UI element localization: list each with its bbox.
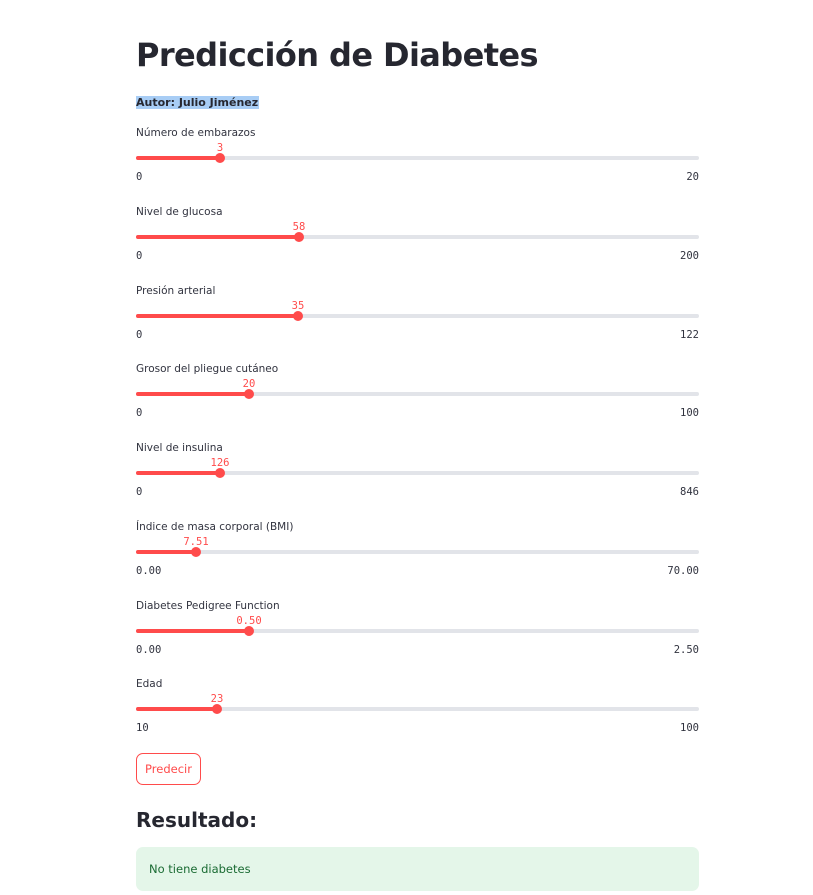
slider-label: Presión arterial — [136, 284, 216, 297]
page-title: Predicción de Diabetes — [136, 36, 539, 74]
slider-0[interactable]: Número de embarazos 3 0 20 — [136, 126, 699, 186]
slider-min: 0 — [136, 328, 143, 341]
result-heading: Resultado: — [136, 808, 258, 832]
author-text: Autor: Julio Jiménez — [136, 96, 260, 109]
slider-max: 100 — [680, 407, 699, 420]
slider-min: 0.00 — [136, 564, 162, 577]
slider-3[interactable]: Grosor del pliegue cutáneo 20 0 100 — [136, 362, 699, 422]
slider-thumb[interactable] — [191, 546, 201, 557]
slider-value: 0.50 — [236, 614, 262, 627]
author-line: Autor: Julio Jiménez — [136, 94, 260, 111]
slider-fill — [136, 471, 220, 475]
slider-max: 200 — [680, 249, 699, 262]
slider-5[interactable]: Índice de masa corporal (BMI) 7.51 0.00 70.… — [136, 520, 699, 580]
slider-value: 35 — [291, 299, 305, 312]
slider-value: 23 — [210, 693, 224, 706]
slider-label: Nivel de glucosa — [136, 205, 223, 218]
slider-max: 122 — [680, 328, 699, 341]
slider-value: 20 — [242, 378, 256, 391]
slider-label: Diabetes Pedigree Function — [136, 599, 280, 612]
slider-label: Grosor del pliegue cutáneo — [136, 363, 279, 376]
slider-fill — [136, 234, 299, 239]
slider-value: 7.51 — [183, 535, 209, 548]
slider-value: 58 — [292, 220, 306, 233]
slider-label: Número de embarazos — [136, 127, 256, 139]
slider-label: Edad — [136, 678, 163, 691]
predict-button[interactable]: Predecir — [136, 753, 201, 785]
slider-track[interactable] — [136, 628, 699, 633]
slider-max: 2.50 — [673, 643, 699, 656]
slider-track[interactable] — [136, 549, 699, 554]
slider-track[interactable] — [136, 156, 699, 160]
slider-fill — [136, 156, 220, 160]
slider-fill — [136, 313, 298, 318]
slider-min: 0 — [136, 486, 143, 498]
slider-max: 20 — [686, 171, 699, 183]
result-text: No tiene diabetes — [149, 862, 251, 876]
slider-thumb[interactable] — [293, 310, 303, 321]
slider-track[interactable] — [136, 234, 699, 239]
slider-track[interactable] — [136, 471, 699, 475]
slider-thumb[interactable] — [212, 704, 222, 715]
slider-label: Índice de masa corporal (BMI) — [136, 520, 294, 533]
main-content: Predicción de Diabetes Autor: Julio Jimé… — [136, 0, 699, 895]
slider-fill — [136, 549, 196, 554]
slider-min: 0.00 — [136, 643, 162, 656]
slider-track[interactable] — [136, 707, 699, 712]
slider-min: 0 — [136, 171, 143, 183]
slider-min: 0 — [136, 407, 143, 420]
slider-fill — [136, 628, 249, 633]
slider-fill — [136, 707, 217, 712]
slider-label: Nivel de insulina — [136, 442, 223, 454]
slider-max: 846 — [680, 486, 699, 498]
result-alert: No tiene diabetes — [136, 847, 699, 891]
slider-track[interactable] — [136, 313, 699, 318]
slider-4[interactable]: Nivel de insulina 126 0 846 — [136, 441, 699, 501]
slider-track[interactable] — [136, 392, 699, 397]
slider-value: 3 — [216, 142, 224, 154]
slider-1[interactable]: Nivel de glucosa 58 0 200 — [136, 205, 699, 265]
slider-fill — [136, 392, 249, 397]
slider-max: 70.00 — [667, 564, 699, 577]
slider-value: 126 — [210, 457, 230, 469]
slider-min: 0 — [136, 249, 143, 262]
slider-max: 100 — [680, 722, 699, 735]
slider-thumb[interactable] — [244, 625, 254, 636]
slider-thumb[interactable] — [294, 231, 304, 242]
slider-6[interactable]: Diabetes Pedigree Function 0.50 0.00 2.50 — [136, 599, 699, 659]
slider-thumb[interactable] — [215, 468, 225, 478]
slider-7[interactable]: Edad 23 10 100 — [136, 677, 699, 737]
slider-thumb[interactable] — [215, 153, 225, 163]
slider-2[interactable]: Presión arterial 35 0 122 — [136, 284, 699, 344]
slider-min: 10 — [136, 722, 149, 735]
slider-thumb[interactable] — [244, 389, 254, 400]
